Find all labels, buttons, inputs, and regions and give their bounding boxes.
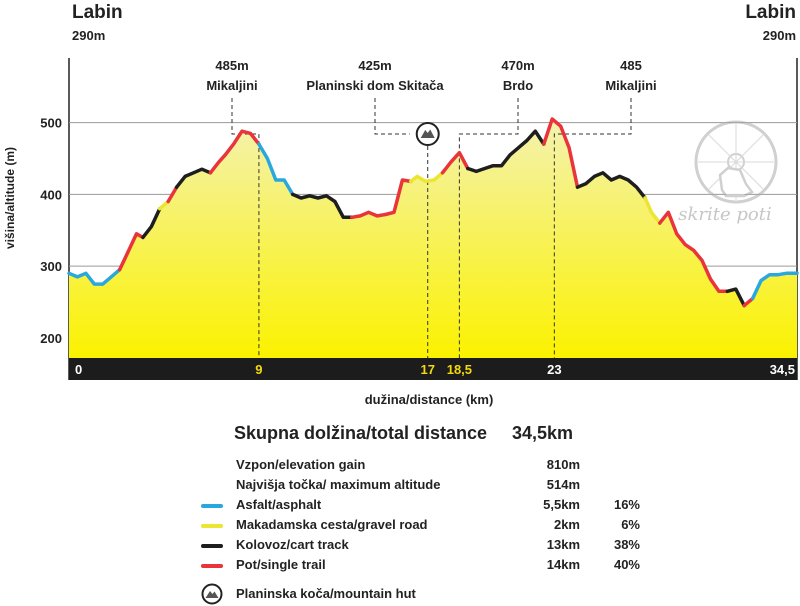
summary-row-value: 14km — [546, 557, 580, 572]
profile-segment-asphalt — [67, 267, 122, 286]
leader-line — [231, 98, 260, 358]
summary-row-value: 810m — [546, 457, 580, 472]
profile-segment-trail — [440, 150, 470, 175]
profile-segment-asphalt — [257, 142, 295, 197]
y-tick-label: 200 — [40, 331, 62, 346]
annotation-name: Mikaljini — [605, 78, 656, 93]
summary-row-percent: 38% — [613, 537, 640, 552]
cart-track-swatch — [201, 544, 223, 548]
profile-segment-trail — [166, 185, 179, 204]
summary-row-elevation-gain: Vzpon/elevation gain 810m — [0, 457, 800, 475]
x-tick-label: 17 — [420, 362, 434, 377]
elevation-chart: Labin 290m Labin 290m višina/altitude (m… — [3, 2, 799, 407]
mountain-hut-icon — [201, 583, 223, 605]
summary-row-label: Najvišja točka/ maximum altitude — [236, 477, 441, 492]
summary-row-value: 2km — [553, 517, 580, 532]
annotation-name: Mikaljini — [206, 78, 257, 93]
leader-line — [458, 98, 519, 358]
summary-row-value: 13km — [546, 537, 580, 552]
y-tick-label: 500 — [40, 116, 62, 131]
summary-row-value: 514m — [546, 477, 580, 492]
y-axis-label: višina/altitude (m) — [3, 147, 17, 249]
x-tick-label: 18,5 — [447, 362, 472, 377]
profile-segment-cart — [725, 287, 746, 308]
profile-segment-cart — [466, 129, 546, 174]
elevation-area — [69, 119, 797, 358]
profile-segment-cart — [575, 171, 647, 200]
profile-segments — [67, 117, 799, 308]
summary-row-gravel: Makadamska cesta/gravel road 2km 6% — [0, 517, 800, 535]
summary-row-max-altitude: Najvišja točka/ maximum altitude 514m — [0, 477, 800, 495]
single-trail-swatch — [201, 564, 223, 568]
annotation-altitude: 425m — [358, 58, 391, 73]
summary-row-single-trail: Pot/single trail 14km 40% — [0, 557, 800, 575]
start-place-altitude: 290m — [72, 28, 105, 43]
end-place-altitude: 290m — [763, 28, 796, 43]
x-tick-label: 0 — [75, 362, 82, 377]
profile-segment-cart — [174, 167, 213, 189]
end-place-name: Labin — [745, 2, 796, 23]
gravel-swatch — [201, 524, 223, 528]
mountain-hut-legend-label: Planinska koča/mountain hut — [236, 586, 416, 601]
annotation-altitude: 485 — [620, 58, 642, 73]
leader-line — [374, 98, 410, 135]
profile-segment-trail — [350, 178, 413, 220]
x-tick-label: 23 — [547, 362, 561, 377]
summary-row-percent: 40% — [613, 557, 640, 572]
skrite-poti-logo: skrite poti — [678, 120, 778, 225]
annotation-altitude: 485m — [215, 58, 248, 73]
summary-row-label: Makadamska cesta/gravel road — [236, 517, 428, 532]
mountain-hut-glyph — [420, 129, 435, 138]
start-place-name: Labin — [72, 2, 123, 23]
annotations: 485m Mikaljini 425m Planinski dom Skitača 47… — [206, 58, 656, 93]
profile-segment-asphalt — [750, 271, 799, 301]
annotation-leaders — [231, 98, 632, 358]
x-axis-label: dužina/distance (km) — [365, 392, 494, 407]
profile-segment-trail — [742, 296, 755, 308]
profile-segment-trail — [117, 232, 145, 272]
x-tick-label: 9 — [255, 362, 262, 377]
asphalt-swatch — [201, 504, 223, 508]
logo-text: skrite poti — [678, 204, 771, 225]
annotation-name: Planinski dom Skitača — [306, 78, 444, 93]
profile-segment-trail — [208, 129, 261, 175]
logo-wheel-icon — [694, 120, 778, 204]
summary-row-label: Vzpon/elevation gain — [236, 457, 366, 472]
profile-segment-cart — [141, 206, 162, 240]
summary-row-value: 5,5km — [543, 497, 580, 512]
y-tick-label: 300 — [40, 259, 62, 274]
profile-segment-gravel — [643, 196, 662, 225]
total-distance-label: Skupna dolžina/total distance — [234, 423, 488, 443]
y-tick-labels: 200 300 400 500 — [40, 116, 62, 346]
distance-axis-bar — [69, 358, 797, 380]
summary-row-label: Kolovoz/cart track — [236, 537, 349, 552]
profile-segment-trail — [542, 117, 580, 189]
summary-row-label: Pot/single trail — [236, 557, 326, 572]
profile-segment-cart — [290, 192, 354, 220]
annotation-name: Brdo — [503, 78, 533, 93]
x-tick-labels: 0 9 17 18,5 23 34,5 — [75, 362, 795, 377]
profile-segment-gravel — [409, 171, 445, 184]
leader-line — [553, 98, 632, 358]
x-tick-label: 34,5 — [770, 362, 795, 377]
profile-segment-trail — [658, 210, 730, 294]
summary-row-percent: 6% — [621, 517, 640, 532]
summary-row-percent: 16% — [613, 497, 640, 512]
profile-segment-gravel — [157, 199, 170, 211]
summary-row-asphalt: Asfalt/asphalt 5,5km 16% — [0, 497, 800, 515]
logo-boot-icon — [718, 166, 754, 198]
total-distance-value: 34,5km — [512, 423, 574, 443]
annotation-altitude: 470m — [501, 58, 534, 73]
summary-row-label: Asfalt/asphalt — [236, 497, 322, 512]
summary-row-cart-track: Kolovoz/cart track 13km 38% — [0, 537, 800, 555]
y-tick-label: 400 — [40, 187, 62, 202]
mountain-hut-marker — [415, 122, 440, 146]
